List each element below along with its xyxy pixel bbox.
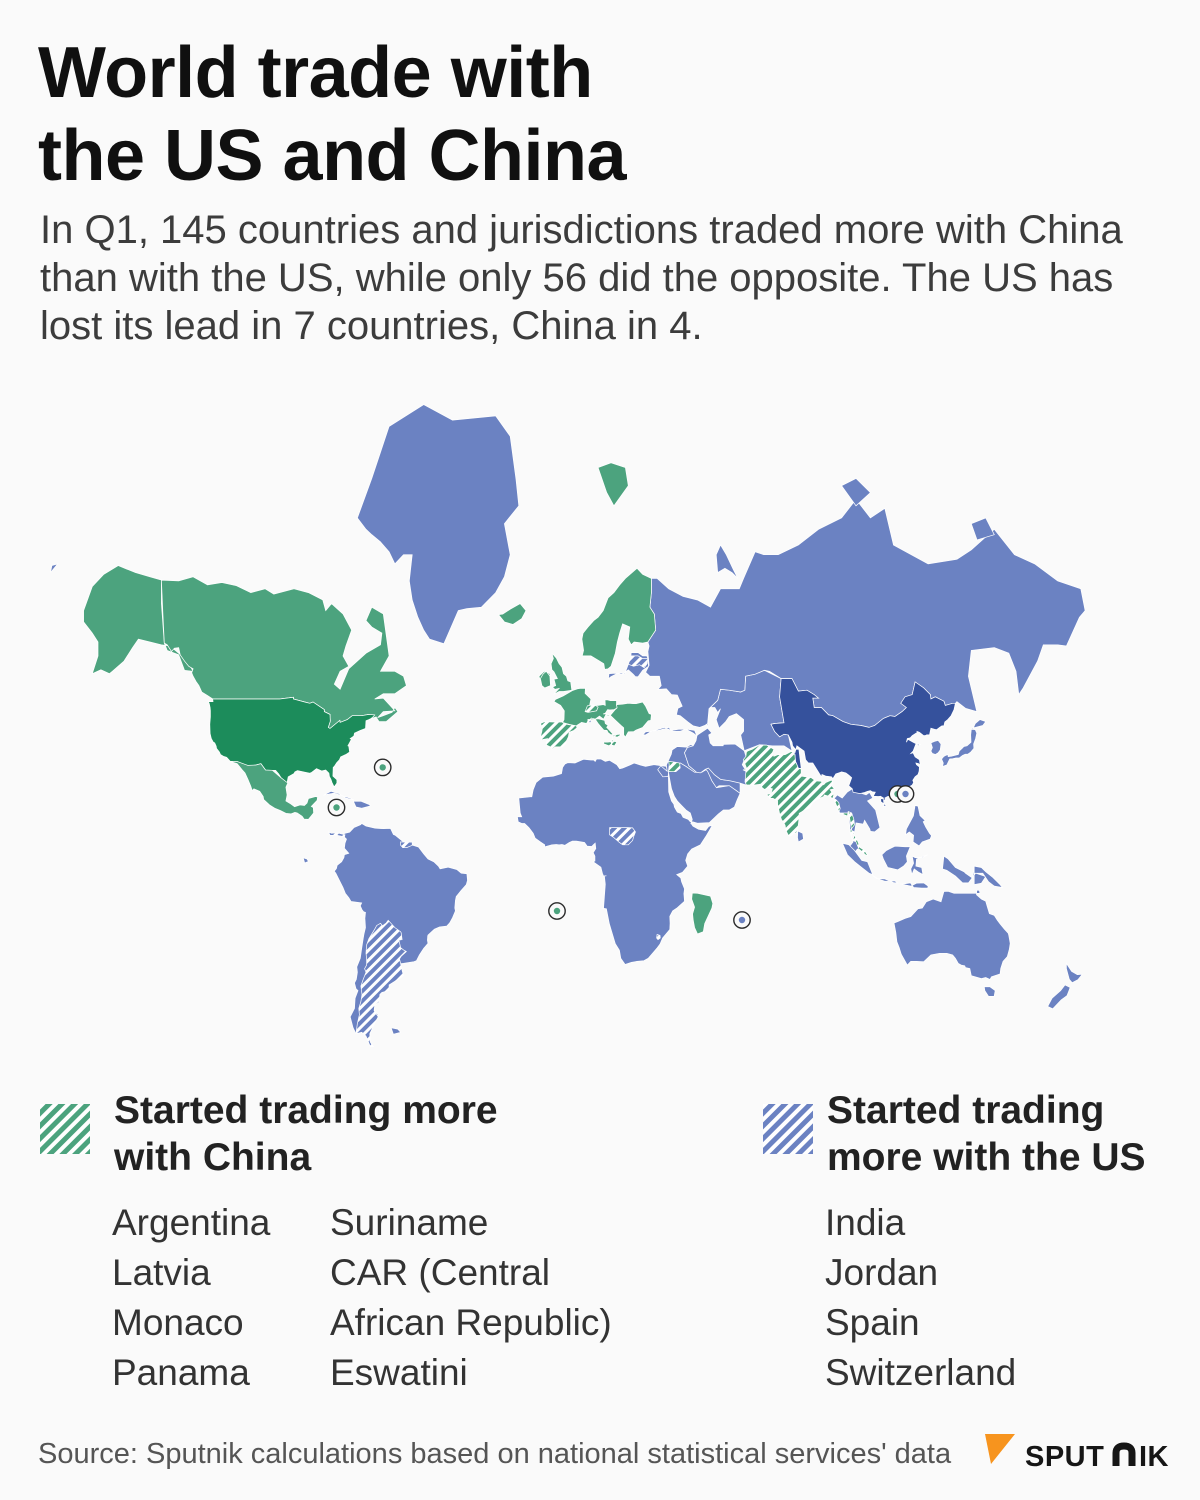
svg-text:IK: IK (1139, 1441, 1169, 1473)
svg-text:SPUT: SPUT (1025, 1441, 1104, 1473)
